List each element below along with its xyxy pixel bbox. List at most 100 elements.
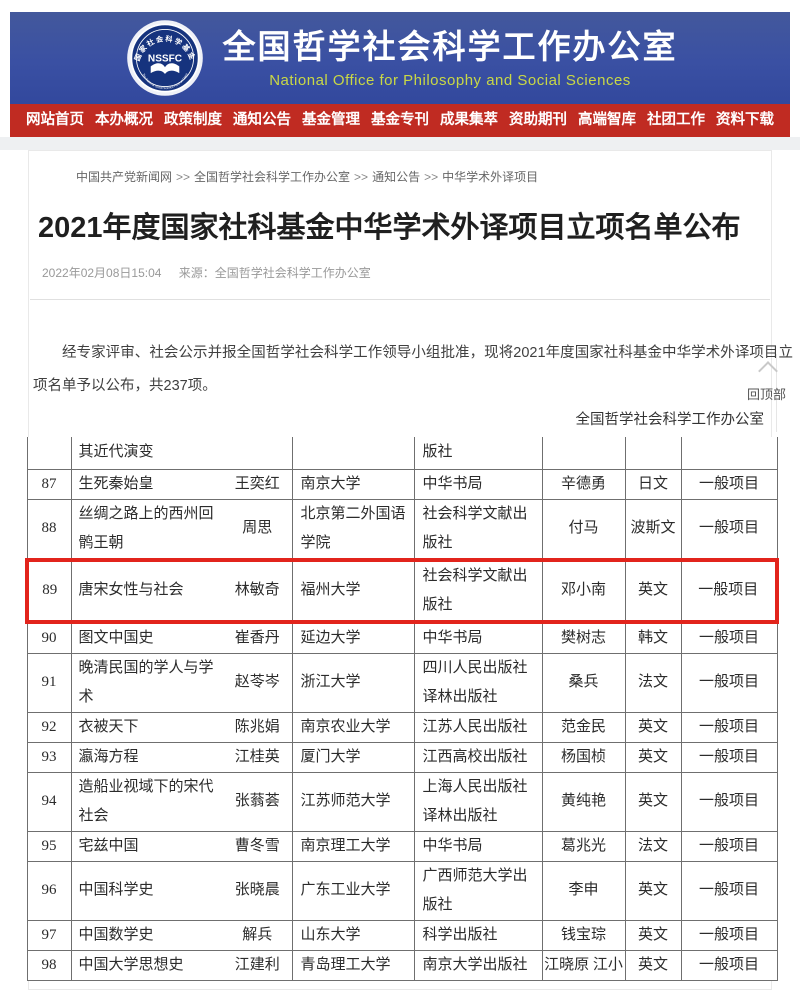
cell-title: 生死秦始皇 (70, 468, 223, 500)
cell-type: 一般项目 (680, 919, 778, 951)
breadcrumb-separator: >> (354, 170, 369, 184)
table-row: 93 瀛海方程 江桂英 厦门大学 江西高校出版社 杨国桢 英文 一般项目 (26, 741, 778, 773)
cell-lang: 英文 (624, 557, 682, 624)
breadcrumb-separator: >> (424, 170, 439, 184)
site-header: 国家社会科学基金 NSSFC The National Social Scien… (10, 12, 790, 104)
cell-title: 图文中国史 (70, 621, 223, 654)
nssfc-logo-icon: 国家社会科学基金 NSSFC The National Social Scien… (123, 16, 207, 100)
svg-text:NSSFC: NSSFC (147, 53, 181, 64)
nav-item-3[interactable]: 通知公告 (233, 112, 291, 128)
cell-org: 北京第二外国语学院 (291, 498, 415, 560)
cell-no: 95 (26, 830, 72, 862)
breadcrumb-link-1[interactable]: 全国哲学社会科学工作办公室 (194, 170, 351, 184)
cell-type: 一般项目 (680, 771, 778, 832)
table-row-highlighted: 89 唐宋女性与社会 林敏奇 福州大学 社会科学文献出版社 邓小南 英文 一般项目 (25, 557, 779, 624)
table-row: 94 造船业视域下的宋代社会 张蓊荟 江苏师范大学 上海人民出版社 译林出版社 黄纯艳 英文… (26, 771, 778, 832)
breadcrumb-link-0[interactable]: 中国共产党新闻网 (76, 170, 173, 184)
cell-author: 钱宝琮 (541, 919, 626, 951)
nav-item-4[interactable]: 基金管理 (302, 112, 360, 128)
cell-author: 桑兵 (541, 652, 626, 713)
cell-author (541, 437, 626, 470)
cell-lang: 法文 (624, 652, 682, 713)
cell-lang: 英文 (624, 741, 682, 773)
cell-type: 一般项目 (680, 652, 778, 713)
cell-translator: 王奕红 (223, 468, 293, 500)
cell-author: 邓小南 (541, 557, 626, 624)
cell-title: 其近代演变 (70, 437, 223, 470)
header-content-gap (0, 137, 800, 150)
nav-item-10[interactable]: 资料下载 (716, 112, 774, 128)
cell-title: 造船业视域下的宋代社会 (70, 771, 223, 832)
nav-item-7[interactable]: 资助期刊 (509, 112, 567, 128)
nav-item-1[interactable]: 本办概况 (95, 112, 153, 128)
breadcrumb-link-3[interactable]: 中华学术外译项目 (442, 170, 539, 184)
cell-author: 葛兆光 (541, 830, 626, 862)
cell-org: 福州大学 (291, 557, 415, 624)
cell-type: 一般项目 (680, 498, 778, 560)
cell-no: 87 (26, 468, 72, 500)
cell-publisher: 中华书局 (413, 468, 543, 500)
cell-type: 一般项目 (680, 860, 778, 921)
cell-no: 88 (26, 498, 72, 560)
nav-item-9[interactable]: 社团工作 (647, 112, 705, 128)
article-source: 来源：全国哲学社会科学工作办公室 (178, 266, 371, 280)
cell-no: 97 (26, 919, 72, 951)
cell-lang (624, 437, 682, 470)
cell-translator: 解兵 (223, 919, 293, 951)
cell-publisher: 四川人民出版社 译林出版社 (413, 652, 543, 713)
cell-lang: 日文 (624, 468, 682, 500)
cell-translator: 周思 (223, 498, 293, 560)
cell-no: 90 (26, 621, 72, 654)
cell-author: 黄纯艳 (541, 771, 626, 832)
cell-title: 宅兹中国 (70, 830, 223, 862)
article-meta: 2022年02月08日15:04 来源：全国哲学社会科学工作办公室 (42, 264, 371, 281)
cell-title: 衣被天下 (70, 711, 223, 743)
nav-item-6[interactable]: 成果集萃 (440, 112, 498, 128)
nav-item-2[interactable]: 政策制度 (164, 112, 222, 128)
cell-no: 94 (26, 771, 72, 832)
cell-type: 一般项目 (680, 949, 778, 981)
cell-title: 晚清民国的学人与学术 (70, 652, 223, 713)
nav-item-8[interactable]: 高端智库 (578, 112, 636, 128)
project-list-table: 其近代演变 版社 87 生死秦始皇 王奕红 南京大学 中华书局 辛德勇 日文 一般项目 88 丝绸之路… (25, 437, 779, 981)
cell-type: 一般项目 (680, 741, 778, 773)
cell-no: 91 (26, 652, 72, 713)
nav-item-5[interactable]: 基金专刊 (371, 112, 429, 128)
cell-no: 92 (26, 711, 72, 743)
table-row: 98 中国大学思想史 江建利 青岛理工大学 南京大学出版社 江晓原 江小 英文 一般项目 (26, 949, 778, 981)
cell-type: 一般项目 (680, 557, 779, 624)
cell-title: 丝绸之路上的西州回鹘王朝 (70, 498, 223, 560)
table-row: 91 晚清民国的学人与学术 赵苓岑 浙江大学 四川人民出版社 译林出版社 桑兵 法文 一般项目 (26, 652, 778, 713)
site-title: 全国哲学社会科学工作办公室 (222, 29, 678, 66)
cell-translator: 赵苓岑 (223, 652, 293, 713)
cell-org: 青岛理工大学 (291, 949, 415, 981)
cell-translator: 张晓晨 (223, 860, 293, 921)
cell-type: 一般项目 (680, 468, 778, 500)
table-row: 88 丝绸之路上的西州回鹘王朝 周思 北京第二外国语学院 社会科学文献出版社 付马 波斯文一… (26, 498, 778, 560)
cell-lang: 英文 (624, 919, 682, 951)
title-divider (30, 299, 770, 300)
cell-type: 一般项目 (680, 711, 778, 743)
cell-org: 延边大学 (291, 621, 415, 654)
cell-translator (223, 437, 293, 470)
cell-title: 瀛海方程 (70, 741, 223, 773)
cell-lang: 英文 (624, 711, 682, 743)
cell-translator: 崔香丹 (223, 621, 293, 654)
nav-item-0[interactable]: 网站首页 (26, 112, 84, 128)
main-nav: 网站首页 本办概况 政策制度 通知公告 基金管理 基金专刊 成果集萃 资助期刊 高端智库 社团工作… (10, 104, 790, 137)
cell-publisher: 上海人民出版社 译林出版社 (413, 771, 543, 832)
back-to-top-button[interactable]: 回顶部 (747, 361, 800, 420)
cell-title: 唐宋女性与社会 (70, 557, 223, 624)
cell-org: 江苏师范大学 (291, 771, 415, 832)
site-subtitle: National Office for Philosophy and Socia… (269, 71, 631, 89)
cell-author: 李申 (541, 860, 626, 921)
cell-lang: 法文 (624, 830, 682, 862)
cell-org: 广东工业大学 (291, 860, 415, 921)
cell-lang: 英文 (624, 771, 682, 832)
breadcrumb-link-2[interactable]: 通知公告 (372, 170, 421, 184)
cell-author: 范金民 (541, 711, 626, 743)
cell-no: 96 (26, 860, 72, 921)
cell-author: 杨国桢 (541, 741, 626, 773)
cell-org: 浙江大学 (291, 652, 415, 713)
article-paragraph: 经专家评审、社会公示并报全国哲学社会科学工作领导小组批准，现将2021年度国家社… (33, 345, 793, 394)
